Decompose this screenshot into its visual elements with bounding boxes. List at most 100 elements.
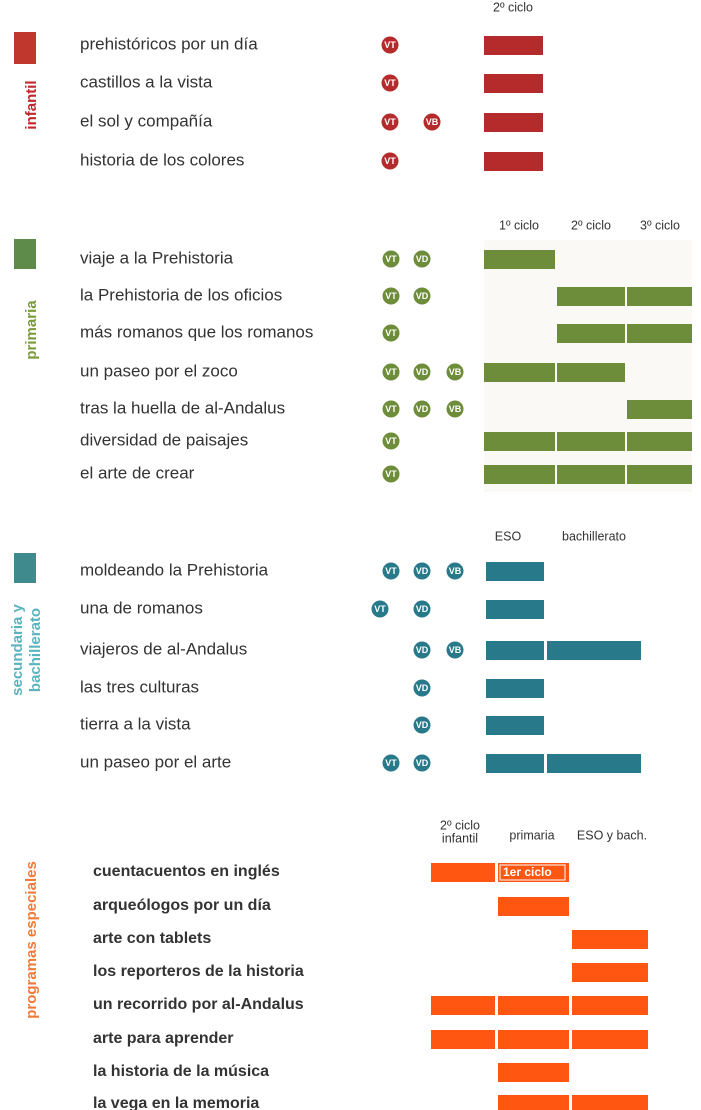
badge-label: VD: [416, 758, 429, 768]
level-bar: [572, 963, 648, 982]
level-bar: [486, 600, 544, 619]
level-bar: [484, 465, 555, 484]
level-bar: [484, 152, 543, 171]
activity-name: prehistóricos por un día: [80, 34, 258, 53]
badge-label: VD: [416, 404, 429, 414]
badge-label: VB: [449, 404, 462, 414]
badge-label: VD: [416, 720, 429, 730]
level-bar: [484, 113, 543, 132]
section-label: primaria: [23, 300, 40, 360]
level-bar: [431, 996, 495, 1015]
badge-label: VD: [416, 291, 429, 301]
activity-name: un paseo por el arte: [80, 752, 231, 771]
badge-label: VT: [385, 328, 397, 338]
level-bar: [431, 1030, 495, 1049]
activity-name: arte con tablets: [93, 930, 211, 947]
level-header: ESO: [495, 529, 522, 543]
icon: [14, 239, 36, 269]
activity-name: viajeros de al-Andalus: [80, 639, 247, 658]
level-bar: [627, 287, 692, 306]
badge-label: VD: [416, 566, 429, 576]
badge-label: VD: [416, 367, 429, 377]
level-bar: [627, 465, 692, 484]
activity-name: la vega en la memoria: [93, 1095, 259, 1110]
icon: [14, 553, 36, 583]
level-header: 3º ciclo: [640, 218, 680, 232]
note: 1er ciclo: [503, 865, 552, 879]
activity-name: moldeando la Prehistoria: [80, 560, 269, 579]
badge-label: VB: [449, 566, 462, 576]
badge-label: VT: [385, 291, 397, 301]
activity-name: historia de los colores: [80, 150, 244, 169]
level-header: 2º ciclo: [440, 818, 480, 832]
badge-label: VD: [416, 254, 429, 264]
badge-label: VD: [416, 604, 429, 614]
page: infantil2º cicloprehistóricos por un día…: [0, 0, 701, 1110]
badge-label: VT: [374, 604, 386, 614]
section-label: secundaria y: [9, 603, 26, 695]
activity-name: un recorrido por al-Andalus: [93, 996, 304, 1013]
level-bar: [627, 432, 692, 451]
level-bar: [498, 897, 569, 916]
badge-label: VB: [426, 117, 439, 127]
activity-name: viaje a la Prehistoria: [80, 248, 234, 267]
level-bar: [557, 465, 625, 484]
activity-name: las tres culturas: [80, 677, 199, 696]
level-bar: [486, 641, 544, 660]
level-bar: [627, 400, 692, 419]
activity-name: diversidad de paisajes: [80, 430, 248, 449]
activity-name: la historia de la música: [93, 1063, 269, 1080]
activity-name: los reporteros de la historia: [93, 963, 304, 980]
level-bar: [547, 754, 641, 773]
section-label: bachillerato: [27, 608, 44, 692]
level-bar: [572, 930, 648, 949]
badge-label: VB: [449, 645, 462, 655]
badge-label: VD: [416, 683, 429, 693]
activity-name: el sol y compañía: [80, 111, 213, 130]
level-bar: [498, 1095, 569, 1110]
level-header: infantil: [442, 831, 478, 845]
level-bar: [486, 716, 544, 735]
level-bar: [431, 863, 495, 882]
level-bar: [557, 324, 625, 343]
level-bar: [547, 641, 641, 660]
badge-label: VT: [385, 758, 397, 768]
level-header: 2º ciclo: [571, 218, 611, 232]
badge-label: VT: [385, 469, 397, 479]
activity-name: la Prehistoria de los oficios: [80, 285, 282, 304]
badge-label: VT: [384, 40, 396, 50]
activity-name: una de romanos: [80, 598, 203, 617]
activity-name: más romanos que los romanos: [80, 322, 313, 341]
level-bar: [484, 74, 543, 93]
badge-label: VT: [385, 367, 397, 377]
badge-label: VT: [385, 404, 397, 414]
level-header: 1º ciclo: [499, 218, 539, 232]
level-bar: [486, 754, 544, 773]
level-bar: [484, 432, 555, 451]
badge-label: VT: [384, 78, 396, 88]
badge-label: VT: [385, 254, 397, 264]
level-bar: [486, 562, 544, 581]
badge-label: VT: [384, 156, 396, 166]
level-bar: [484, 36, 543, 55]
activity-name: castillos a la vista: [80, 72, 213, 91]
level-bar: [498, 1063, 569, 1082]
activity-name: arqueólogos por un día: [93, 897, 271, 914]
level-bar: [484, 250, 555, 269]
level-bar: [557, 363, 625, 382]
activity-name: arte para aprender: [93, 1030, 234, 1047]
level-bar: [486, 679, 544, 698]
section-label: programas especiales: [23, 861, 40, 1019]
activity-name: el arte de crear: [80, 463, 195, 482]
activity-name: cuentacuentos en inglés: [93, 863, 280, 880]
level-bar: [627, 324, 692, 343]
level-bar: [572, 1030, 648, 1049]
level-bar: [498, 996, 569, 1015]
section-label: infantil: [23, 80, 40, 129]
level-bar: [498, 1030, 569, 1049]
activity-name: tras la huella de al-Andalus: [80, 398, 285, 417]
badge-label: VD: [416, 645, 429, 655]
level-header: bachillerato: [562, 529, 626, 543]
icon: [14, 32, 36, 64]
level-bar: [557, 432, 625, 451]
